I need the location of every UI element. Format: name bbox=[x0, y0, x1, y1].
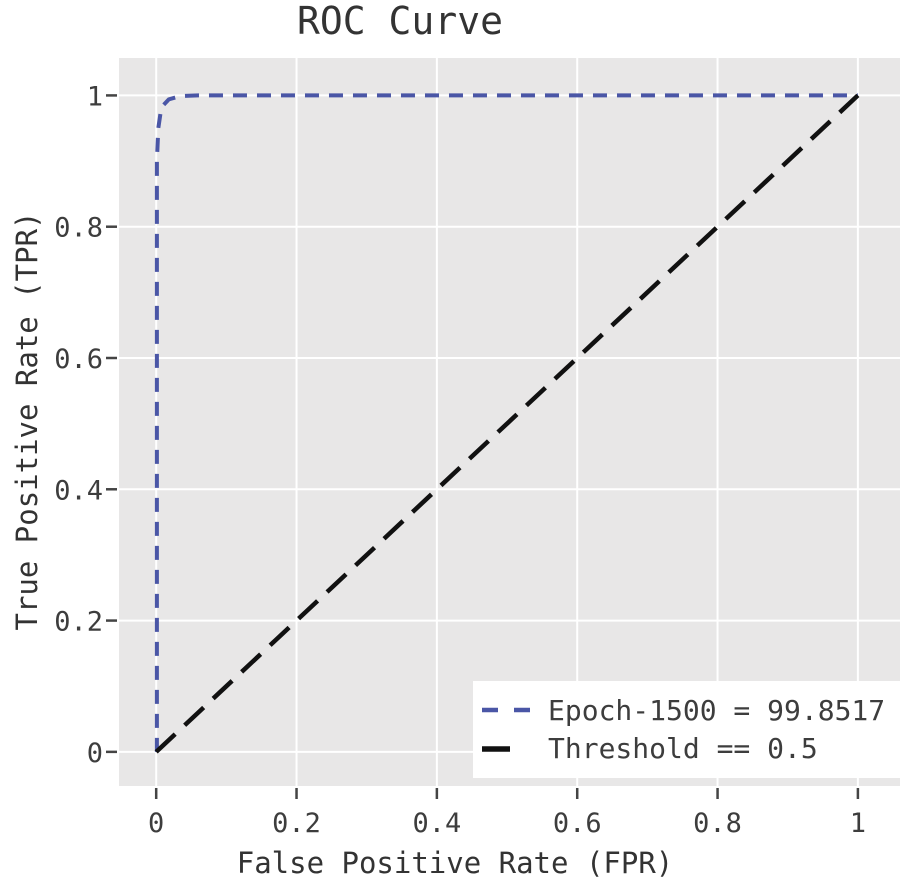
x-tick-label: 0.8 bbox=[693, 808, 742, 839]
legend-item-epoch: Epoch-1500 = 99.8517 bbox=[480, 694, 900, 727]
y-tick-label: 0.2 bbox=[54, 607, 103, 638]
y-tick-label: 0.8 bbox=[54, 213, 103, 244]
epoch-dashed-line-sample bbox=[482, 708, 530, 713]
legend-item-threshold: Threshold == 0.5 bbox=[480, 732, 900, 765]
y-tick-label: 0 bbox=[87, 738, 103, 769]
y-tick-label: 1 bbox=[87, 81, 103, 112]
legend: Epoch-1500 = 99.8517 Threshold == 0.5 bbox=[473, 681, 900, 778]
chart-title: ROC Curve bbox=[297, 0, 503, 43]
x-tick-label: 0 bbox=[148, 808, 164, 839]
legend-label-threshold: Threshold == 0.5 bbox=[548, 732, 818, 766]
x-tick-label: 1 bbox=[850, 808, 866, 839]
x-tick-label: 0.4 bbox=[412, 808, 461, 839]
y-tick-label: 0.6 bbox=[54, 344, 103, 375]
roc-curve-line bbox=[154, 93, 858, 752]
legend-label-epoch: Epoch-1500 = 99.8517 bbox=[548, 693, 886, 727]
y-tick-label: 0.4 bbox=[54, 475, 103, 506]
x-tick-label: 0.2 bbox=[272, 808, 321, 839]
x-tick-label: 0.6 bbox=[553, 808, 602, 839]
threshold-dashed-line-sample bbox=[482, 746, 510, 752]
threshold-diagonal-line bbox=[154, 93, 860, 754]
x-axis-label: False Positive Rate (FPR) bbox=[236, 846, 674, 880]
